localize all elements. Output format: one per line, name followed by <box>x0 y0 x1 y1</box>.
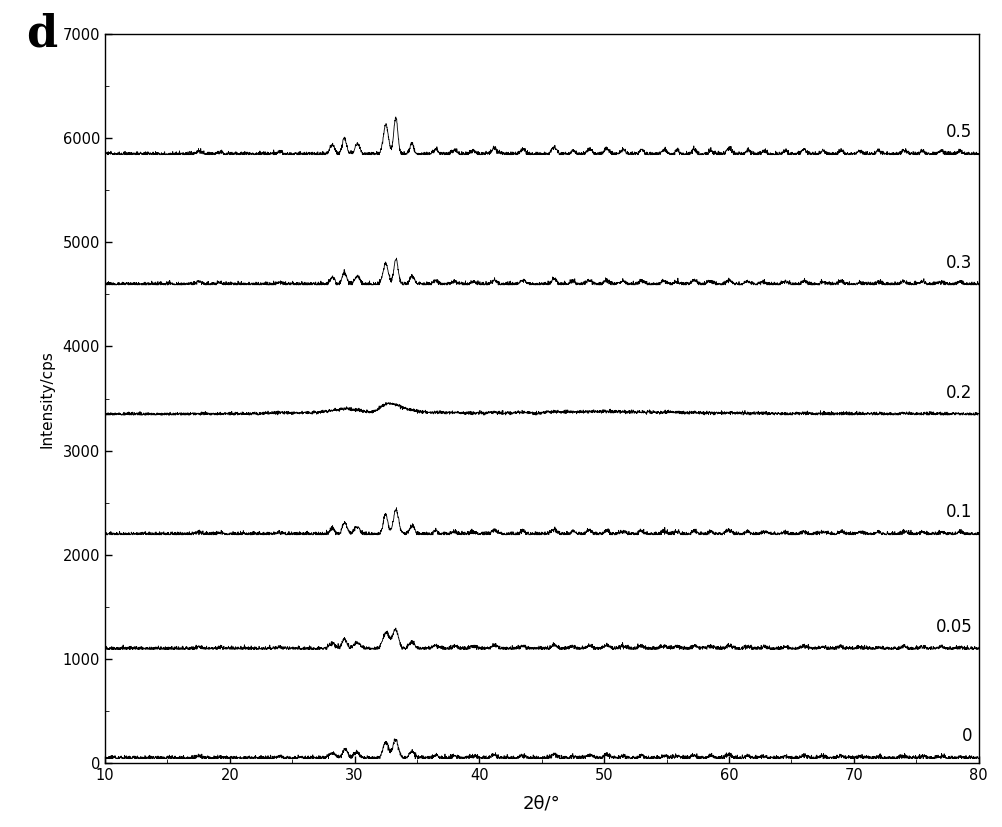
Text: 0.1: 0.1 <box>945 504 972 522</box>
Text: 0.3: 0.3 <box>945 254 972 271</box>
Y-axis label: Intensity/cps: Intensity/cps <box>39 350 54 447</box>
Text: 0: 0 <box>961 727 972 745</box>
Text: 0.2: 0.2 <box>945 384 972 402</box>
Text: 0.5: 0.5 <box>945 123 972 141</box>
Text: 0.05: 0.05 <box>935 618 972 636</box>
Text: d: d <box>26 12 57 55</box>
X-axis label: 2θ/°: 2θ/° <box>522 794 560 812</box>
